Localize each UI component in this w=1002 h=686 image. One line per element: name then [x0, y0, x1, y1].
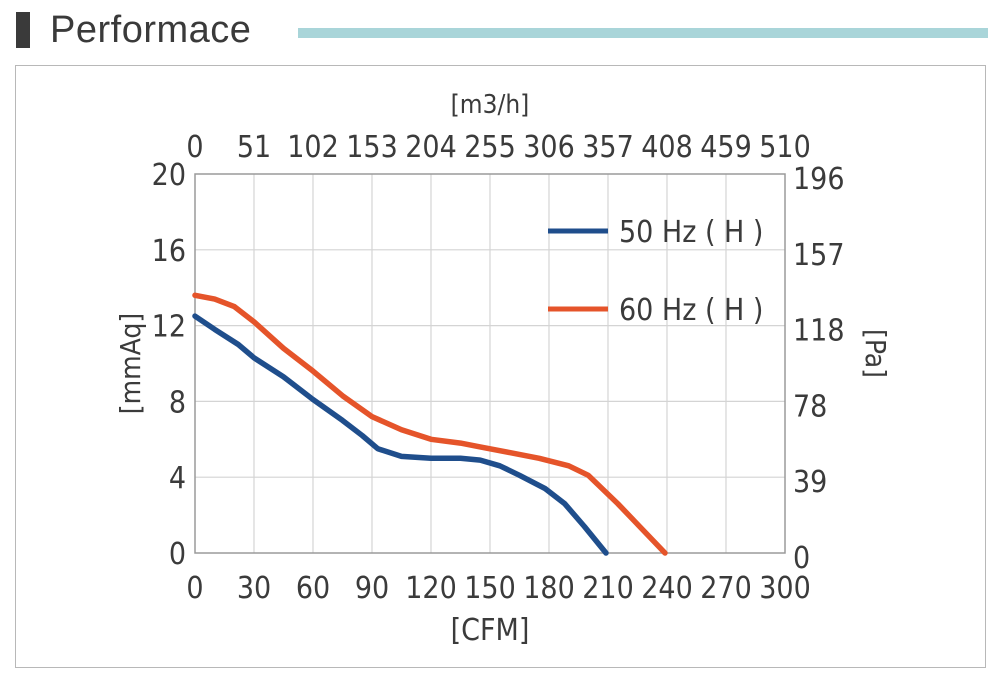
- series-line-2: [192, 292, 668, 556]
- x-tick-label: 0: [186, 571, 203, 606]
- y-axis-label: [mmAq]: [114, 313, 147, 414]
- y2-tick-label: 0: [793, 541, 810, 576]
- y2-axis-label: [Pa]: [859, 329, 892, 378]
- y2-tick-label: 78: [793, 389, 827, 424]
- x2-tick-label: 459: [700, 130, 752, 165]
- x2-tick-label: 51: [237, 130, 271, 165]
- x2-tick-label: 204: [405, 130, 457, 165]
- legend-label: 60 Hz ( H ): [619, 293, 763, 328]
- y-tick-label: 16: [152, 234, 186, 269]
- x-tick-label: 270: [700, 571, 752, 606]
- y2-tick-label: 39: [793, 465, 827, 500]
- series-line-1: [192, 313, 609, 556]
- header-accent-bar: [16, 12, 30, 48]
- x2-tick-label: 0: [186, 130, 203, 165]
- x2-tick-label: 255: [464, 130, 516, 165]
- x2-tick-label: 306: [523, 130, 575, 165]
- y2-tick-label: 118: [793, 314, 845, 349]
- legend-label: 50 Hz ( H ): [619, 215, 763, 250]
- x-tick-label: 210: [582, 571, 634, 606]
- y-tick-label: 20: [152, 158, 186, 193]
- x-tick-label: 60: [296, 571, 330, 606]
- legend: 50 Hz ( H ) 60 Hz ( H ): [548, 215, 763, 328]
- x-tick-label: 180: [523, 571, 575, 606]
- x2-tick-label: 510: [759, 130, 811, 165]
- x2-tick-label: 357: [582, 130, 634, 165]
- series-lines: [192, 292, 668, 556]
- x-tick-label: 300: [759, 571, 811, 606]
- chart-frame: [15, 65, 986, 668]
- x-tick-label: 30: [237, 571, 271, 606]
- y-tick-label: 0: [169, 537, 186, 572]
- x2-tick-label: 408: [641, 130, 693, 165]
- x-tick-label: 90: [355, 571, 389, 606]
- x2-tick-label: 102: [287, 130, 339, 165]
- x-tick-label: 240: [641, 571, 693, 606]
- x-tick-label: 120: [405, 571, 457, 606]
- y2-tick-label: 196: [793, 162, 845, 197]
- header-divider-line: [298, 28, 988, 38]
- section-header: Performace: [0, 0, 1002, 60]
- page-title: Performace: [50, 9, 252, 51]
- plot-area-border: [194, 173, 786, 554]
- y2-tick-label: 157: [793, 238, 845, 273]
- y-tick-label: 12: [152, 310, 186, 345]
- x-tick-label: 150: [464, 571, 516, 606]
- y-tick-label: 8: [169, 385, 186, 420]
- x2-tick-label: 153: [346, 130, 398, 165]
- y-tick-label: 4: [169, 461, 186, 496]
- grid-lines: [195, 174, 785, 553]
- x2-axis-label: [m3/h]: [451, 90, 530, 120]
- x-axis-label: [CFM]: [451, 613, 530, 648]
